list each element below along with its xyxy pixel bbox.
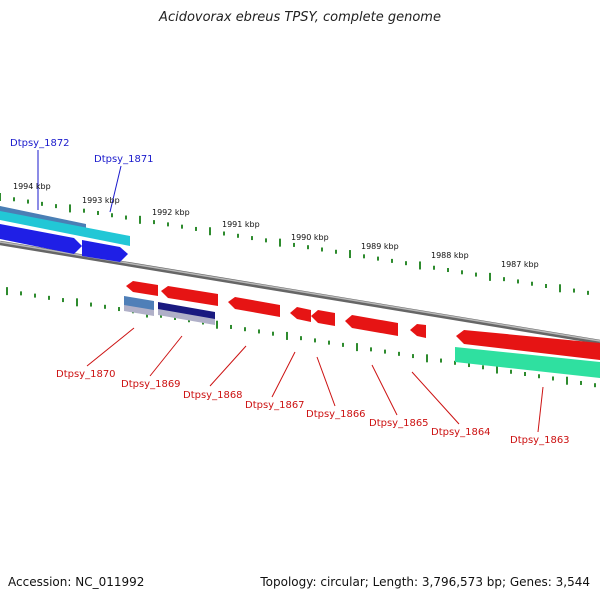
- gene-label[interactable]: Dtpsy_1868: [183, 390, 243, 401]
- forward-tick-row: [0, 193, 589, 295]
- gene-label[interactable]: Dtpsy_1865: [369, 418, 429, 429]
- gene-dtpsy-1872-blue[interactable]: [0, 224, 82, 254]
- gene-label[interactable]: Dtpsy_1869: [121, 379, 181, 390]
- gene-dtpsy-1870-gray[interactable]: [124, 305, 154, 316]
- scale-label: 1993 kbp: [82, 196, 120, 205]
- accession-text: Accession: NC_011992: [8, 575, 145, 589]
- scale-label: 1989 kbp: [361, 242, 399, 251]
- gene-label[interactable]: Dtpsy_1871: [94, 154, 154, 165]
- leader-line: [271, 351, 296, 398]
- gene-labels: Dtpsy_1872 Dtpsy_1871 Dtpsy_1870 Dtpsy_1869…: [10, 138, 570, 446]
- leader-line: [316, 356, 336, 407]
- gene-dtpsy-1867[interactable]: [290, 307, 311, 322]
- scale-label: 1988 kbp: [431, 251, 469, 260]
- gene-dtpsy-1863-green[interactable]: [455, 347, 600, 378]
- gene-label[interactable]: Dtpsy_1863: [510, 435, 570, 446]
- scale-label: 1987 kbp: [501, 260, 539, 269]
- gene-label[interactable]: Dtpsy_1872: [10, 138, 70, 149]
- leader-line: [149, 335, 183, 377]
- gene-dtpsy-1866[interactable]: [311, 310, 335, 326]
- gene-dtpsy-1870-red[interactable]: [126, 281, 158, 296]
- reverse-strand-genes: [124, 281, 600, 378]
- gene-dtpsy-1865[interactable]: [345, 315, 398, 336]
- gene-dtpsy-1871[interactable]: [82, 240, 128, 262]
- scale-label: 1991 kbp: [222, 220, 260, 229]
- reverse-tick-row: [6, 287, 596, 388]
- gene-dtpsy-1872-cyan[interactable]: [0, 211, 130, 246]
- gene-dtpsy-1869-navy[interactable]: [158, 302, 215, 320]
- leader-line: [537, 386, 544, 433]
- leader-line: [109, 165, 122, 213]
- label-leader-lines: [37, 150, 544, 433]
- gene-label[interactable]: Dtpsy_1870: [56, 369, 116, 380]
- leader-line: [209, 345, 247, 387]
- forward-strand-genes: [0, 206, 130, 262]
- scale-label: 1994 kbp: [13, 182, 51, 191]
- gene-dtpsy-1868-a[interactable]: [161, 286, 218, 306]
- scale-label: 1990 kbp: [291, 233, 329, 242]
- scale-label: 1992 kbp: [152, 208, 190, 217]
- leader-line: [86, 327, 135, 367]
- genome-summary: Topology: circular; Length: 3,796,573 bp…: [260, 575, 590, 589]
- map-title: Acidovorax ebreus TPSY, complete genome: [159, 10, 441, 25]
- gene-label[interactable]: Dtpsy_1864: [431, 427, 491, 438]
- leader-line: [411, 371, 460, 425]
- leader-line: [371, 364, 398, 416]
- gene-dtpsy-1863-red[interactable]: [456, 330, 600, 360]
- gene-dtpsy-1864[interactable]: [410, 324, 426, 338]
- gene-label[interactable]: Dtpsy_1866: [306, 409, 366, 420]
- genome-backbone: [0, 240, 600, 345]
- gene-dtpsy-1868-b[interactable]: [228, 297, 280, 317]
- gene-dtpsy-1869-gray[interactable]: [158, 309, 215, 325]
- scale-labels: 1994 kbp 1993 kbp 1992 kbp 1991 kbp 1990 kbp…: [13, 182, 539, 269]
- gene-label[interactable]: Dtpsy_1867: [245, 400, 305, 411]
